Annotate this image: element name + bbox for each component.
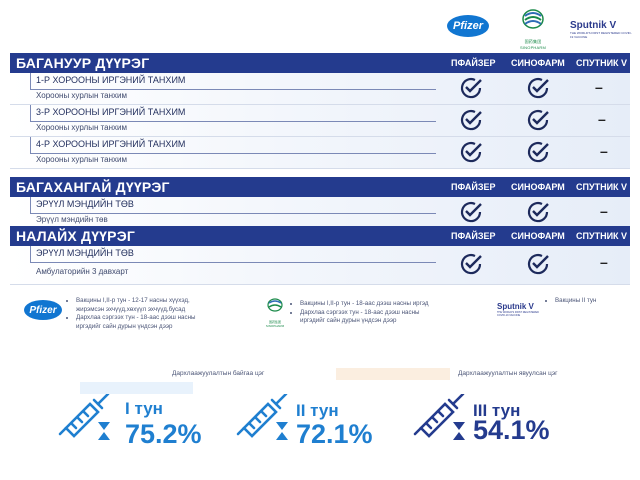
facility-name-box [30, 137, 436, 154]
district-nalaikh: НАЛАЙХ ДҮҮРЭГ ПФАЙЗЕР СИНОФАРМ СПУТНИК V… [10, 226, 630, 285]
pfizer-note: Вакцины I,II-р тун - 12-17 насны хүүхэд,… [68, 297, 218, 331]
sinopharm-note-logo: 国药集团 SINOPHARM [262, 297, 288, 328]
check-circle-icon [527, 109, 549, 131]
facility-name-box [30, 197, 436, 214]
progress-legend-label: Дархлаажуулалтын явуулсан цэг [458, 370, 558, 377]
dash-icon: – [598, 111, 606, 127]
facility-name-box [30, 73, 436, 90]
facility-location: Хорооны хурлын танхим [36, 91, 127, 100]
pfizer-logo: Pfizer [447, 15, 489, 37]
check-circle-icon [460, 77, 482, 99]
check-circle-icon [460, 253, 482, 275]
check-circle-icon [527, 141, 549, 163]
check-circle-icon [527, 201, 549, 223]
dash-icon: – [595, 79, 603, 95]
check-circle-icon [460, 109, 482, 131]
sputnik-logo: Sputnik V THE WORLD'S FIRST REGISTERED C… [570, 20, 632, 39]
coverage-legend-bar [80, 382, 193, 394]
facility-name: ЭРҮҮЛ МЭНДИЙН ТӨВ [36, 199, 134, 209]
sputnik-logo-text: Sputnik V [570, 20, 617, 31]
syringe-icon [413, 394, 465, 440]
sinopharm-emblem-icon [267, 298, 283, 312]
facility-row: 1-Р ХОРООНЫ ИРГЭНИЙ ТАНХИМ Хорооны хурлы… [10, 73, 630, 105]
district-bagakhangai: БАГАХАНГАЙ ДҮҮРЭГ ПФАЙЗЕР СИНОФАРМ СПУТН… [10, 177, 630, 229]
syringe-icon [58, 394, 110, 440]
district-baganuur: БАГАНУУР ДҮҮРЭГ ПФАЙЗЕР СИНОФАРМ СПУТНИК… [10, 53, 630, 169]
dose-1-value: 75.2% [125, 419, 202, 449]
facility-location: Хорооны хурлын танхим [36, 155, 127, 164]
sputnik-note-logo: Sputnik V THE WORLD'S FIRST REGISTERED C… [497, 302, 547, 317]
vaccine-header-pfizer: ПФАЙЗЕР [451, 58, 496, 68]
vaccine-header-sinopharm: СИНОФАРМ [511, 58, 565, 68]
vaccine-header-sinopharm: СИНОФАРМ [511, 231, 565, 241]
facility-location: Хорооны хурлын танхим [36, 123, 127, 132]
sinopharm-logo: 国药集团 SINOPHARM [513, 8, 553, 50]
pfizer-logo-text: Pfizer [453, 20, 483, 32]
sputnik-note: Вакцины II тун [547, 297, 627, 306]
district-header: НАЛАЙХ ДҮҮРЭГ ПФАЙЗЕР СИНОФАРМ СПУТНИК V [10, 226, 630, 246]
note-item: Дархлаа сэргээх тун - 18-аас дээш насны … [76, 314, 218, 331]
note-item: Вакцины II тун [555, 297, 627, 306]
facility-row: ЭРҮҮЛ МЭНДИЙН ТӨВ Амбулаторийн 3 давхарт… [10, 246, 630, 285]
vaccine-header-sinopharm: СИНОФАРМ [511, 182, 565, 192]
dose-1-label: I тун [125, 399, 163, 418]
check-circle-icon [527, 253, 549, 275]
dose-3-value: 54.1% [473, 415, 550, 445]
dash-icon: – [600, 143, 608, 159]
sinopharm-logo-text: 国药集团 SINOPHARM [519, 39, 547, 50]
sputnik-logo-subtitle: THE WORLD'S FIRST REGISTERED COVID-19 VA… [570, 31, 632, 39]
check-circle-icon [460, 141, 482, 163]
vaccine-header-pfizer: ПФАЙЗЕР [451, 182, 496, 192]
facility-row: 4-Р ХОРООНЫ ИРГЭНИЙ ТАНХИМ Хорооны хурлы… [10, 137, 630, 169]
dose-2-label: II тун [296, 401, 339, 420]
dash-icon: – [600, 203, 608, 219]
dash-icon: – [600, 254, 608, 270]
sinopharm-note-logo-text: 国药集团 SINOPHARM [265, 320, 285, 328]
vaccine-header-sputnik: СПУТНИК V [576, 231, 628, 241]
check-circle-icon [527, 77, 549, 99]
facility-location: Амбулаторийн 3 давхарт [36, 267, 129, 276]
facility-row: 3-Р ХОРООНЫ ИРГЭНИЙ ТАНХИМ Хорооны хурлы… [10, 105, 630, 137]
facility-name-box [30, 105, 436, 122]
check-circle-icon [460, 201, 482, 223]
pfizer-note-logo-text: Pfizer [29, 304, 57, 316]
facility-row: ЭРҮҮЛ МЭНДИЙН ТӨВ Эрүүл мэндийн төв – [10, 197, 630, 229]
district-name: БАГАХАНГАЙ ДҮҮРЭГ [16, 179, 170, 195]
sinopharm-emblem-icon [522, 9, 544, 29]
district-name: БАГАНУУР ДҮҮРЭГ [16, 55, 150, 71]
facility-name: 3-Р ХОРООНЫ ИРГЭНИЙ ТАНХИМ [36, 107, 186, 117]
vaccine-header-sputnik: СПУТНИК V [576, 58, 628, 68]
district-header: БАГАХАНГАЙ ДҮҮРЭГ ПФАЙЗЕР СИНОФАРМ СПУТН… [10, 177, 630, 197]
district-name: НАЛАЙХ ДҮҮРЭГ [16, 228, 135, 244]
note-item: Вакцины I,II-р тун - 12-17 насны хүүхэд,… [76, 297, 218, 314]
vaccine-header-sputnik: СПУТНИК V [576, 182, 628, 192]
dose-2-value: 72.1% [296, 419, 373, 449]
sputnik-note-logo-text: Sputnik V [497, 302, 534, 311]
dose-3-label: III тун [473, 401, 521, 420]
progress-legend-bar [336, 368, 450, 380]
facility-name: ЭРҮҮЛ МЭНДИЙН ТӨВ [36, 248, 134, 258]
sinopharm-note: Вакцины I,II-р тун - 18-аас дээш насны и… [292, 300, 442, 326]
facility-name: 1-Р ХОРООНЫ ИРГЭНИЙ ТАНХИМ [36, 75, 186, 85]
pfizer-note-logo: Pfizer [24, 300, 62, 320]
note-item: Вакцины I,II-р тун - 18-аас дээш насны и… [300, 300, 442, 309]
facility-name: 4-Р ХОРООНЫ ИРГЭНИЙ ТАНХИМ [36, 139, 186, 149]
note-item: Дархлаа сэргээх тун - 18-аас дээш насны … [300, 309, 442, 326]
vaccine-header-pfizer: ПФАЙЗЕР [451, 231, 496, 241]
district-header: БАГАНУУР ДҮҮРЭГ ПФАЙЗЕР СИНОФАРМ СПУТНИК… [10, 53, 630, 73]
facility-name-box [30, 246, 436, 263]
sputnik-note-logo-subtitle: THE WORLD'S FIRST REGISTERED COVID-19 VA… [497, 311, 539, 317]
facility-location: Эрүүл мэндийн төв [36, 215, 108, 224]
syringe-icon [236, 394, 288, 440]
coverage-legend-label: Дархлаажуулалтын байгаа цэг [172, 370, 265, 377]
